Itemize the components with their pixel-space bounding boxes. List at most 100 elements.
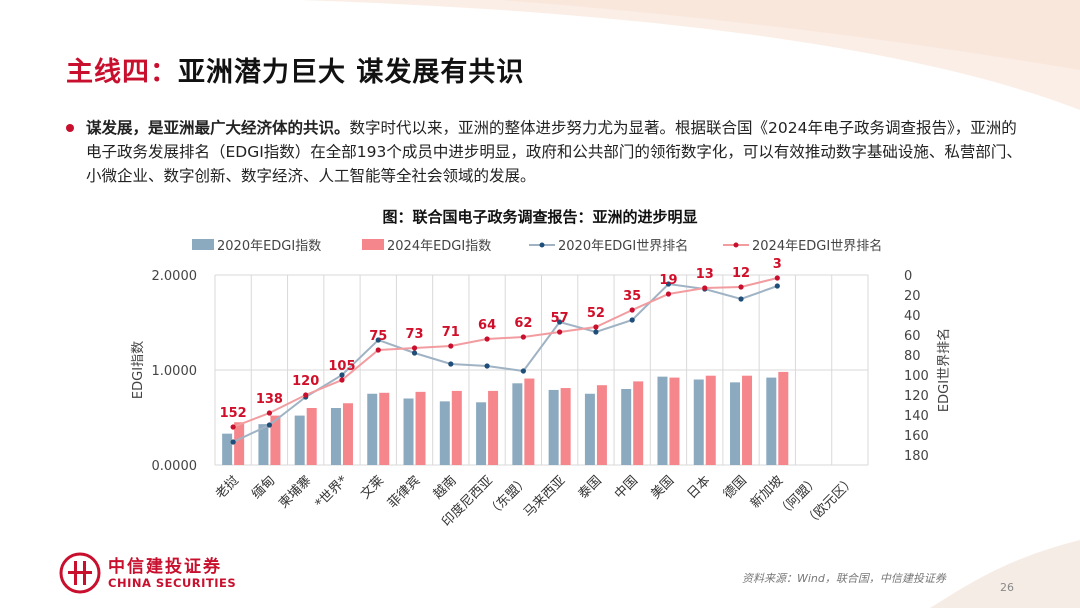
bullet-body: 数字时代以来，亚洲的整体进步努力尤为显著。根据联合国《2024年电子政务调查报告… [86,119,1022,185]
rank-marker-0 [230,439,236,445]
bar-0 [367,393,378,465]
rank-data-label: 120 [292,374,319,389]
category-label: 德国 [721,473,750,502]
bar-0 [222,433,233,465]
rank-marker-0 [375,337,381,343]
logo-text-en: CHINA SECURITIES [108,576,237,590]
rank-data-label: 62 [514,316,532,331]
bar-1 [379,392,390,465]
title-rest: 亚洲潜力巨大 谋发展有共识 [178,57,525,88]
bar-1 [633,381,644,465]
category-label: 菲律宾 [384,473,423,512]
bar-1 [778,371,789,465]
rank-data-label: 12 [732,266,750,281]
rank-marker-0 [557,319,563,325]
rank-marker-1 [339,377,345,383]
category-label: 缅甸 [249,473,278,502]
logo-text-cn: 中信建投证券 [108,557,222,577]
y-left-tick: 0.0000 [152,459,198,474]
rank-marker-1 [375,347,381,353]
page-number: 26 [1000,581,1014,594]
y-right-tick: 160 [904,429,929,444]
rank-marker-0 [339,372,345,378]
category-label: 日本 [685,473,714,502]
category-label: *世界* [313,473,352,512]
legend-label: 2020年EDGI世界排名 [558,238,688,254]
category-label: 老挝 [213,473,242,502]
category-label: 泰国 [576,473,605,502]
bar-1 [415,391,426,465]
rank-data-label: 52 [587,306,605,321]
bar-1 [451,390,462,465]
rank-marker-1 [593,324,599,330]
bar-0 [439,401,450,465]
rank-data-label: 57 [551,311,569,326]
rank-marker-1 [629,307,635,313]
bar-0 [403,398,414,465]
bar-1 [234,422,245,465]
rank-marker-1 [484,336,490,342]
bar-0 [766,377,777,465]
legend-marker [733,242,739,248]
y-right-tick: 140 [904,409,929,424]
bar-1 [596,385,607,465]
bar-0 [476,402,487,465]
rank-data-label: 71 [442,325,460,340]
bar-0 [330,408,341,465]
y-right-tick: 20 [904,289,921,304]
rank-marker-1 [520,334,526,340]
rank-marker-1 [448,343,454,349]
bar-0 [584,393,595,465]
y-left-label: EDGI指数 [131,341,146,399]
rank-marker-0 [593,329,599,335]
rank-marker-0 [411,350,418,356]
bullet-dot [66,124,74,132]
rank-marker-0 [738,296,744,302]
title-highlight: 主线四： [66,57,178,88]
legend-label: 2024年EDGI世界排名 [752,238,882,254]
y-right-label: EDGI世界排名 [936,328,952,412]
y-right-tick: 100 [904,369,929,384]
bar-0 [512,383,523,465]
bar-0 [693,379,704,465]
bar-0 [730,382,741,465]
chart-title: 图：联合国电子政务调查报告：亚洲的进步明显 [382,208,697,226]
bar-1 [270,415,281,465]
source-note: 资料来源：Wind，联合国，中信建投证券 [742,572,946,585]
y-left-tick: 2.0000 [152,269,198,284]
bar-1 [742,375,753,465]
bar-1 [705,375,716,465]
rank-line-0 [232,282,778,443]
rank-marker-1 [230,424,236,430]
category-label: 中国 [612,473,641,502]
rank-marker-1 [774,275,780,281]
rank-marker-1 [266,410,273,416]
bar-0 [621,389,632,465]
bar-1 [342,403,353,465]
rank-data-label: 19 [659,273,677,288]
y-right-tick: 120 [904,389,929,404]
bar-1 [488,390,499,465]
rank-data-label: 13 [696,267,714,282]
rank-marker-1 [665,291,672,297]
bar-1 [524,378,535,465]
rank-data-label: 75 [369,329,387,344]
bar-1 [306,408,317,465]
bar-1 [560,388,571,465]
legend-swatch [362,239,384,250]
rank-data-label: 64 [478,318,496,333]
bullet-lead: 谋发展，是亚洲最广大经济体的共识。 [86,119,350,137]
y-right-tick: 0 [904,269,912,284]
rank-data-label: 138 [256,392,283,407]
rank-marker-0 [774,283,780,289]
page-title: 主线四：亚洲潜力巨大 谋发展有共识 [66,50,524,89]
rank-marker-1 [411,345,418,351]
rank-marker-1 [303,392,309,398]
rank-marker-0 [484,363,490,369]
rank-line-1 [232,277,778,428]
rank-marker-0 [448,361,454,367]
category-label: 美国 [648,473,677,502]
legend-marker [539,242,545,248]
